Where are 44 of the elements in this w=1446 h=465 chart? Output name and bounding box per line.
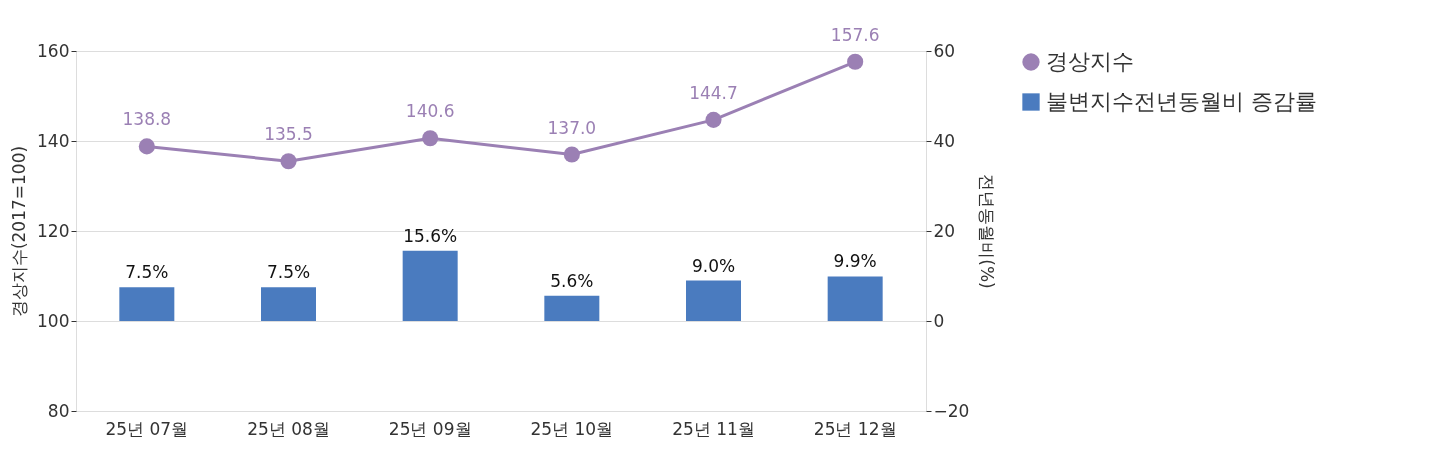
bar bbox=[402, 250, 458, 321]
y2-tick-label: 0 bbox=[933, 310, 945, 331]
x-tick-label: 25년 10월 bbox=[530, 418, 614, 439]
data-label: 9.0% bbox=[691, 255, 736, 276]
y2-tick-label: 60 bbox=[933, 40, 956, 61]
y-tick-label: 100 bbox=[37, 310, 70, 331]
point bbox=[138, 138, 155, 155]
bar bbox=[119, 287, 175, 321]
bar bbox=[827, 276, 883, 321]
point bbox=[563, 146, 580, 163]
data-label: 7.5% bbox=[125, 262, 169, 283]
data-label: 15.6% bbox=[403, 225, 458, 246]
point bbox=[280, 153, 297, 170]
data-label: 9.9% bbox=[833, 251, 877, 272]
x-tick-label: 25년 07월 bbox=[105, 418, 189, 439]
legend-label: 경상지수 bbox=[1046, 49, 1134, 74]
data-label: 140.6 bbox=[405, 101, 455, 122]
y2-tick-label: 40 bbox=[933, 130, 956, 151]
data-label: 138.8 bbox=[122, 109, 172, 130]
bar bbox=[261, 287, 316, 321]
data-label: 157.6 bbox=[830, 24, 880, 45]
x-tick-label: 25년 09월 bbox=[388, 418, 472, 439]
data-label: 144.7 bbox=[689, 82, 738, 103]
y2-tick-label: −20 bbox=[933, 400, 970, 421]
x-tick-label: 25년 11월 bbox=[672, 418, 755, 439]
y-tick-label: 160 bbox=[37, 40, 70, 61]
point bbox=[705, 111, 722, 128]
bar bbox=[544, 295, 600, 321]
data-label: 5.6% bbox=[550, 270, 594, 291]
y2-tick-label: 20 bbox=[933, 220, 956, 241]
y-tick-label: 80 bbox=[47, 400, 70, 421]
bar bbox=[686, 280, 741, 321]
data-label: 135.5 bbox=[264, 124, 313, 145]
data-label: 7.5% bbox=[266, 262, 311, 283]
x-tick-label: 25년 12월 bbox=[813, 418, 897, 439]
y-tick-label: 120 bbox=[37, 220, 70, 241]
legend-label: 불변지수전년동월비 증감률 bbox=[1046, 89, 1317, 114]
point bbox=[847, 53, 864, 70]
y2-axis-title: 전년동월비(%) bbox=[977, 174, 998, 289]
x-tick-label: 25년 08월 bbox=[247, 418, 330, 439]
point bbox=[422, 130, 439, 147]
y-tick-label: 140 bbox=[37, 130, 70, 151]
y-axis-title: 경상지수(2017=100) bbox=[9, 145, 30, 318]
data-label: 137.0 bbox=[547, 117, 597, 138]
